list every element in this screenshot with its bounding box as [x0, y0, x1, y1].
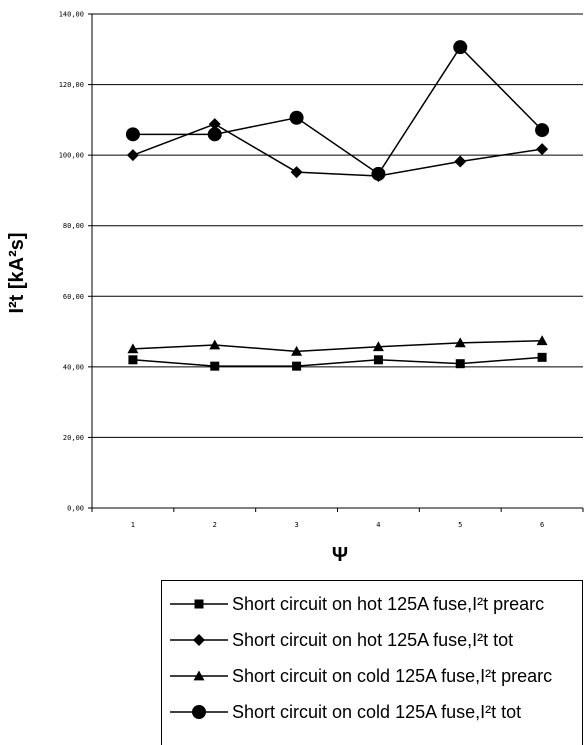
y-tick-label: 100,00 — [59, 152, 84, 160]
legend: Short circuit on hot 125A fuse,I²t prear… — [161, 580, 583, 745]
legend-item: Short circuit on hot 125A fuse,I²t tot — [168, 627, 513, 653]
data-point-triangle — [536, 335, 548, 346]
data-point-diamond — [208, 118, 221, 131]
legend-label: Short circuit on hot 125A fuse,I²t tot — [232, 629, 514, 650]
data-point-circle — [371, 166, 386, 181]
legend-marker-square — [170, 599, 228, 609]
x-axis-ticks: 1 2 3 4 5 6 — [91, 508, 584, 529]
x-tick-label: 2 — [213, 521, 217, 529]
legend-item: Short circuit on hot 125A fuse,I²t prear… — [168, 591, 544, 617]
data-point-diamond — [290, 166, 303, 179]
series-line — [132, 123, 543, 177]
series-line — [132, 356, 543, 367]
data-point-diamond — [536, 143, 549, 156]
data-point-square — [373, 355, 383, 365]
y-tick-label: 80,00 — [63, 222, 84, 230]
series-1 — [128, 352, 547, 371]
x-tick-label: 6 — [540, 521, 544, 529]
data-series — [125, 40, 550, 371]
y-axis-title: I²t [kA²s] — [6, 232, 28, 313]
y-tick-label: 140,00 — [59, 11, 84, 19]
y-tick-label: 120,00 — [59, 81, 84, 89]
x-tick-label: 4 — [376, 521, 380, 529]
data-point-circle — [535, 123, 550, 138]
data-point-diamond — [126, 149, 139, 162]
data-point-square — [210, 361, 220, 371]
chart-area: 0,00 20,00 40,00 60,00 80,00 100,00 120,00 140,… — [6, 11, 584, 566]
x-tick-label: 3 — [294, 521, 298, 529]
legend-marker-diamond — [170, 634, 228, 646]
data-point-diamond — [454, 155, 467, 168]
legend-marker-circle — [170, 705, 228, 719]
gridlines — [92, 13, 583, 438]
series-2 — [126, 118, 549, 182]
series-4 — [125, 40, 550, 181]
legend-label: Short circuit on cold 125A fuse,I²t tot — [232, 701, 522, 722]
legend-item: Short circuit on cold 125A fuse,I²t prea… — [168, 663, 552, 689]
axes — [91, 14, 583, 509]
x-tick-label: 1 — [131, 521, 135, 529]
data-point-triangle — [372, 341, 384, 352]
data-point-square — [128, 355, 138, 365]
data-point-triangle — [454, 337, 466, 348]
data-point-circle — [453, 40, 468, 55]
x-tick-label: 5 — [458, 521, 462, 529]
x-axis-title: Ψ — [332, 544, 348, 566]
y-tick-label: 40,00 — [63, 363, 84, 371]
y-tick-label: 0,00 — [67, 505, 84, 513]
data-point-square — [292, 361, 302, 371]
series-line — [132, 339, 543, 353]
data-point-triangle — [209, 339, 221, 350]
legend-label: Short circuit on hot 125A fuse,I²t prear… — [232, 593, 545, 614]
y-tick-label: 20,00 — [63, 434, 84, 442]
data-point-square — [455, 359, 465, 369]
data-point-triangle — [291, 345, 303, 356]
data-point-circle — [125, 127, 140, 142]
y-axis-ticks: 0,00 20,00 40,00 60,00 80,00 100,00 120,00 140,… — [59, 11, 92, 513]
series-3 — [127, 335, 548, 356]
data-point-circle — [207, 127, 222, 142]
legend-item: Short circuit on cold 125A fuse,I²t tot — [168, 699, 521, 725]
data-point-square — [537, 352, 547, 362]
legend-label: Short circuit on cold 125A fuse,I²t prea… — [232, 665, 553, 686]
legend-marker-triangle — [170, 670, 228, 681]
data-point-triangle — [127, 343, 139, 354]
series-line — [132, 45, 543, 175]
data-point-circle — [289, 110, 304, 125]
y-tick-label: 60,00 — [63, 293, 84, 301]
